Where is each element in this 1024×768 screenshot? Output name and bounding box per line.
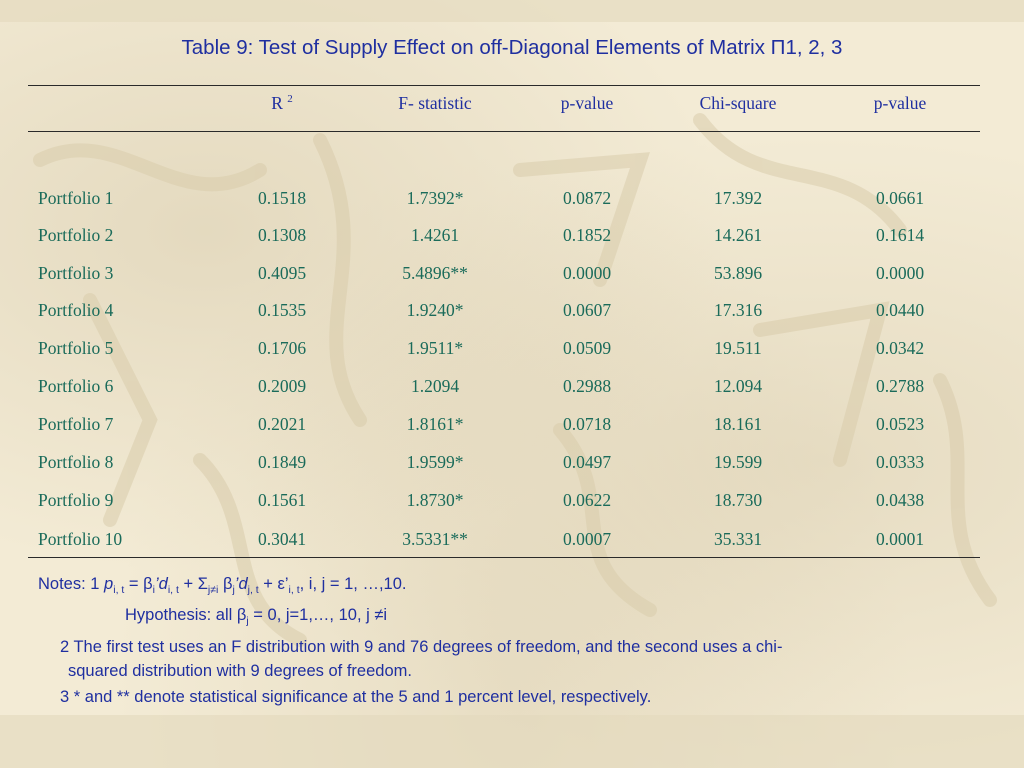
cell-p-value-1: 0.0509 [562,338,612,358]
cell-f-statistic: 1.9240* [406,300,464,320]
cell-f-statistic: 1.7392* [406,188,464,208]
table-row: Portfolio 3 0.4095 5.4896** 0.0000 53.89… [0,263,1024,287]
cell-chi-square: 18.161 [713,414,763,434]
cell-p-value-2: 0.0438 [875,490,925,510]
table-row: Portfolio 5 0.1706 1.9511* 0.0509 19.511… [0,338,1024,362]
cell-f-statistic: 1.2094 [410,376,460,396]
cell-f-statistic: 1.8730* [406,490,464,510]
cell-f-statistic: 1.4261 [410,225,460,245]
header-chi-square: Chi-square [699,93,777,113]
cell-p-value-1: 0.0497 [562,452,612,472]
note-3: 3 * and ** denote statistical significan… [60,688,652,706]
cell-p-value-1: 0.2988 [562,376,612,396]
cell-chi-square: 35.331 [713,529,763,549]
cell-f-statistic: 5.4896** [402,263,468,283]
note-2-line-1: 2 The first test uses an F distribution … [60,638,783,656]
cell-r-squared: 0.1706 [257,338,307,358]
table-bottom-rule [28,557,980,558]
cell-r-squared: 0.1535 [257,300,307,320]
row-label: Portfolio 8 [38,452,114,472]
table-row: Portfolio 6 0.2009 1.2094 0.2988 12.094 … [0,376,1024,400]
table-row: Portfolio 7 0.2021 1.8161* 0.0718 18.161… [0,414,1024,438]
cell-p-value-2: 0.0661 [875,188,925,208]
cell-p-value-2: 0.2788 [875,376,925,396]
cell-p-value-2: 0.0333 [875,452,925,472]
cell-f-statistic: 1.8161* [406,414,464,434]
header-p-value-2: p-value [873,93,927,113]
table-title: Table 9: Test of Supply Effect on off-Di… [181,36,843,59]
table-header-rule [28,131,980,132]
row-label: Portfolio 5 [38,338,114,358]
note-1-hypothesis: Hypothesis: all βj = 0, j=1,…, 10, j ≠i [125,606,388,627]
cell-chi-square: 17.316 [713,300,763,320]
cell-f-statistic: 1.9511* [406,338,464,358]
cell-r-squared: 0.1561 [257,490,307,510]
cell-f-statistic: 3.5331** [402,529,468,549]
cell-p-value-2: 0.0001 [875,529,925,549]
cell-r-squared: 0.2009 [257,376,307,396]
row-label: Portfolio 3 [38,263,114,283]
cell-p-value-1: 0.1852 [562,225,612,245]
table-header-row: R 2 F- statistic p-value Chi-square p-va… [0,93,1024,117]
cell-chi-square: 19.599 [713,452,763,472]
row-label: Portfolio 9 [38,490,114,510]
header-r-squared: R 2 [271,93,293,113]
cell-p-value-1: 0.0000 [562,263,612,283]
row-label: Portfolio 1 [38,188,114,208]
cell-p-value-2: 0.0440 [875,300,925,320]
cell-chi-square: 53.896 [713,263,763,283]
row-label: Portfolio 6 [38,376,114,396]
cell-p-value-1: 0.0718 [562,414,612,434]
cell-r-squared: 0.1518 [257,188,307,208]
header-f-statistic: F- statistic [398,93,472,113]
cell-chi-square: 12.094 [713,376,763,396]
row-label: Portfolio 7 [38,414,114,434]
note-1-equation: Notes: 1 pi, t = βi’di, t + Σj≠i βj’dj, … [38,575,407,596]
cell-r-squared: 0.2021 [257,414,307,434]
table-top-rule [28,85,980,86]
cell-chi-square: 17.392 [713,188,763,208]
cell-p-value-2: 0.0523 [875,414,925,434]
cell-r-squared: 0.1849 [257,452,307,472]
cell-p-value-1: 0.0007 [562,529,612,549]
cell-p-value-2: 0.0000 [875,263,925,283]
cell-p-value-1: 0.0607 [562,300,612,320]
note-2-line-2: squared distribution with 9 degrees of f… [68,662,412,680]
cell-chi-square: 14.261 [713,225,763,245]
table-row: Portfolio 2 0.1308 1.4261 0.1852 14.261 … [0,225,1024,249]
row-label: Portfolio 4 [38,300,114,320]
row-label: Portfolio 2 [38,225,114,245]
table-row: Portfolio 10 0.3041 3.5331** 0.0007 35.3… [0,529,1024,553]
table-row: Portfolio 1 0.1518 1.7392* 0.0872 17.392… [0,188,1024,212]
cell-f-statistic: 1.9599* [406,452,464,472]
cell-p-value-1: 0.0872 [562,188,612,208]
table-row: Portfolio 4 0.1535 1.9240* 0.0607 17.316… [0,300,1024,324]
table-row: Portfolio 8 0.1849 1.9599* 0.0497 19.599… [0,452,1024,476]
row-label: Portfolio 10 [38,529,123,549]
table-row: Portfolio 9 0.1561 1.8730* 0.0622 18.730… [0,490,1024,514]
cell-chi-square: 18.730 [713,490,763,510]
header-p-value-1: p-value [560,93,614,113]
cell-r-squared: 0.1308 [257,225,307,245]
cell-p-value-2: 0.1614 [875,225,925,245]
cell-chi-square: 19.511 [714,338,762,358]
cell-p-value-1: 0.0622 [562,490,612,510]
cell-r-squared: 0.3041 [257,529,307,549]
cell-r-squared: 0.4095 [257,263,307,283]
cell-p-value-2: 0.0342 [875,338,925,358]
